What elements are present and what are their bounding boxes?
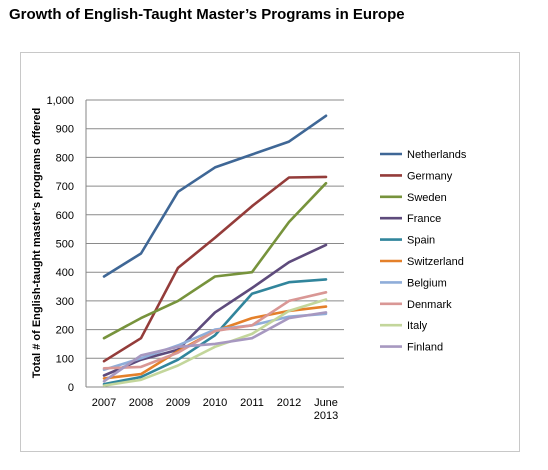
legend-label: France xyxy=(407,213,441,225)
gridlines xyxy=(85,99,344,388)
x-tick-label: 2007 xyxy=(92,397,116,409)
legend-label: Italy xyxy=(407,320,428,332)
x-tick-label-line: 2013 xyxy=(314,410,338,422)
legend-label: Denmark xyxy=(407,299,452,311)
x-tick-label-line: 2008 xyxy=(129,397,153,409)
page-title: Growth of English-Taught Master’s Progra… xyxy=(9,6,405,23)
x-tick-label: June 2013 xyxy=(314,397,338,422)
series-line-sweden xyxy=(102,181,328,340)
x-tick-label: 2008 xyxy=(129,397,153,409)
x-tick-label-line: June xyxy=(314,397,338,409)
x-tick-label-line: 2011 xyxy=(240,397,264,409)
x-tick-label-line: 2009 xyxy=(166,397,190,409)
legend-label: Finland xyxy=(407,342,443,354)
x-tick-label: 2010 xyxy=(203,397,227,409)
x-tick-label-line: 2012 xyxy=(277,397,301,409)
series-line-germany xyxy=(102,175,328,363)
series-line-france xyxy=(102,243,328,377)
x-tick-label: 2011 xyxy=(240,397,264,409)
x-tick-label-line: 2007 xyxy=(92,397,116,409)
legend-label: Spain xyxy=(407,235,435,247)
y-tick-label: 300 xyxy=(56,296,74,308)
legend-label: Switzerland xyxy=(407,256,464,268)
x-tick-label-line: 2010 xyxy=(203,397,227,409)
series-line-finland xyxy=(102,311,328,383)
y-tick-label: 100 xyxy=(56,353,74,365)
y-tick-label: 0 xyxy=(68,382,74,394)
x-tick-label: 2009 xyxy=(166,397,190,409)
series-line-italy xyxy=(102,298,328,387)
series-lines xyxy=(102,114,328,387)
y-tick-label: 800 xyxy=(56,152,74,164)
legend: Netherlands Germany Sweden France Spain Switz… xyxy=(380,149,467,354)
x-tick-labels: 2007 2008 2009 2010 2011 2012 June 2013 xyxy=(92,397,338,422)
series-line-spain xyxy=(102,278,328,386)
legend-label: Belgium xyxy=(407,277,447,289)
x-tick-label: 2012 xyxy=(277,397,301,409)
y-tick-label: 700 xyxy=(56,181,74,193)
y-tick-label: 400 xyxy=(56,267,74,279)
y-tick-label: 600 xyxy=(56,210,74,222)
y-axis-label: Total # of English-taught master’s progr… xyxy=(31,108,43,379)
series-line-belgium xyxy=(102,312,328,372)
y-tick-labels: 0 100 200 300 400 500 600 700 800 900 1,000 xyxy=(46,95,74,394)
y-tick-label: 200 xyxy=(56,325,74,337)
legend-label: Sweden xyxy=(407,192,447,204)
series-line-netherlands xyxy=(102,114,328,278)
legend-label: Germany xyxy=(407,170,453,182)
y-tick-label: 1,000 xyxy=(46,95,74,107)
series-line-denmark xyxy=(102,290,328,370)
y-tick-label: 500 xyxy=(56,239,74,251)
legend-label: Netherlands xyxy=(407,149,467,161)
y-tick-label: 900 xyxy=(56,124,74,136)
